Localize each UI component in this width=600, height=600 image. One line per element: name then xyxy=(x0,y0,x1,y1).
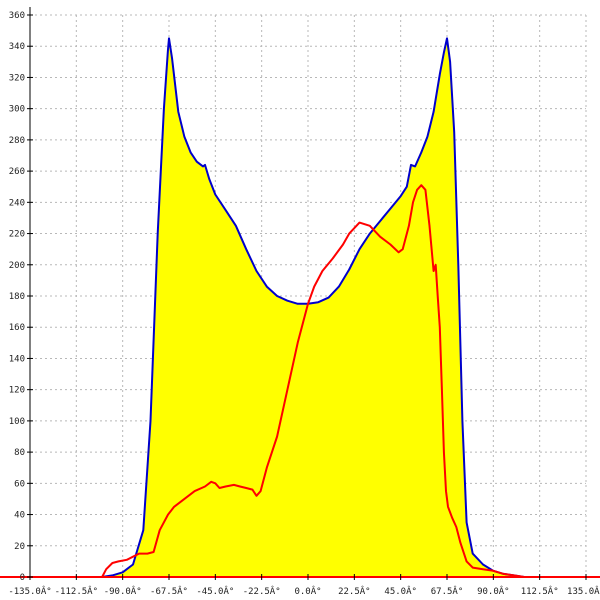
y-tick-label: 180 xyxy=(9,292,25,302)
y-tick-label: 280 xyxy=(9,136,25,146)
x-tick-label: 45.0Â° xyxy=(384,585,417,597)
x-tick-label: -45.0Â° xyxy=(196,585,234,597)
x-tick-label: 22.5Â° xyxy=(338,585,371,597)
envelope-area-fill xyxy=(102,38,525,577)
x-tick-label: 0.0Â° xyxy=(294,585,321,597)
y-tick-label: 120 xyxy=(9,386,25,396)
y-tick-label: 240 xyxy=(9,198,25,208)
x-tick-label: -67.5Â° xyxy=(150,585,188,597)
x-tick-label: 135.0Â° xyxy=(567,585,600,597)
y-tick-label: 360 xyxy=(9,11,25,21)
tick-labels: 0 20 40 60 80 100 120 140 160 180 200 220 240 260 280 3… xyxy=(8,11,600,597)
x-tick-label: 67.5Â° xyxy=(431,585,464,597)
x-tick-label: -135.0Â° xyxy=(8,585,51,597)
series-line-layer xyxy=(101,37,525,578)
y-tick-label: 160 xyxy=(9,323,25,333)
x-tick-label: 90.0Â° xyxy=(477,585,510,597)
y-tick-label: 40 xyxy=(14,511,25,521)
x-tick-label: -90.0Â° xyxy=(104,585,142,597)
y-tick-label: 300 xyxy=(9,105,25,115)
y-tick-label: 320 xyxy=(9,73,25,83)
x-tick-label: -112.5Â° xyxy=(55,585,98,597)
envelope-line xyxy=(101,37,525,578)
y-tick-label: 0 xyxy=(20,573,25,583)
y-tick-label: 340 xyxy=(9,42,25,52)
y-tick-label: 20 xyxy=(14,542,25,552)
curve-line xyxy=(101,184,525,578)
y-tick-label: 60 xyxy=(14,479,25,489)
envelope-area-layer xyxy=(102,38,525,577)
y-tick-label: 100 xyxy=(9,417,25,427)
y-tick-label: 200 xyxy=(9,261,25,271)
y-tick-label: 260 xyxy=(9,167,25,177)
y-tick-label: 80 xyxy=(14,448,25,458)
axes xyxy=(0,7,600,580)
y-tick-label: 140 xyxy=(9,354,25,364)
x-tick-label: 112.5Â° xyxy=(521,585,559,597)
y-tick-label: 220 xyxy=(9,230,25,240)
x-tick-label: -22.5Â° xyxy=(243,585,281,597)
